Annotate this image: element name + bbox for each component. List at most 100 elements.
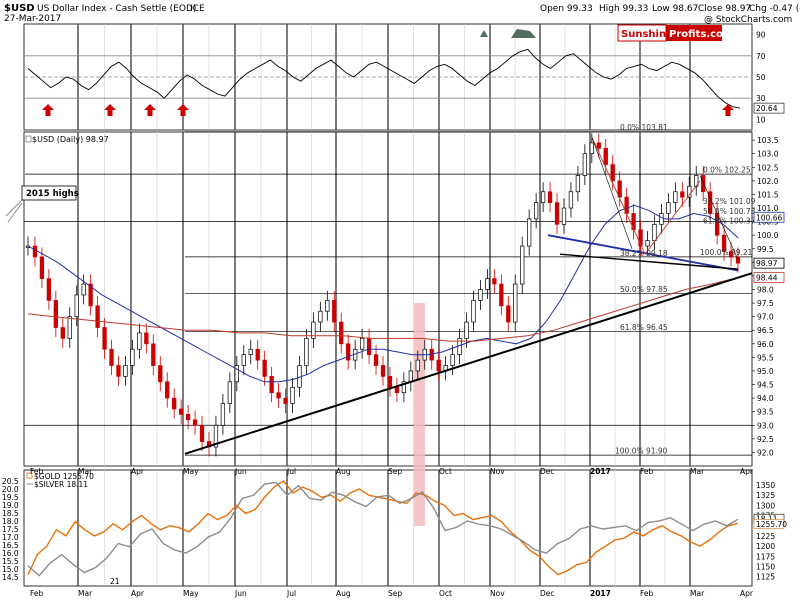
price-candle: [471, 300, 476, 323]
price-candle: [554, 202, 560, 225]
price-candle: [540, 191, 546, 203]
price-tick-label: 101.0: [757, 204, 779, 213]
rising-support-trendline: [184, 272, 753, 455]
fib-diagonal: [591, 137, 633, 249]
price-candle: [394, 386, 400, 394]
price-candle: [492, 278, 497, 285]
x-axis-label-top: Apr: [740, 467, 754, 476]
sunshine-profits-logo: Sunshine Profits.com: [617, 24, 733, 42]
price-tick-label: 94.5: [757, 381, 774, 390]
price-candle: [67, 316, 72, 339]
price-candle: [262, 359, 267, 377]
price-candle: [318, 310, 323, 323]
price-candle: [276, 392, 281, 399]
x-axis-label-bottom: Jul: [286, 589, 296, 598]
price-candle: [95, 305, 100, 328]
x-axis-label-top: Feb: [30, 467, 44, 476]
price-candle: [547, 191, 553, 203]
price-candle: [373, 354, 379, 366]
x-axis-label-bottom: Feb: [640, 589, 654, 598]
price-candle: [485, 278, 490, 290]
price-candle: [527, 218, 532, 247]
gold-tick-label: 1300: [756, 501, 775, 510]
price-candle: [74, 294, 79, 318]
price-candle: [596, 142, 601, 149]
price-candle: [638, 229, 643, 247]
price-candle: [213, 424, 219, 448]
price-candle: [234, 365, 239, 383]
rsi-tick-label: 30: [756, 94, 766, 103]
price-candle: [429, 348, 434, 361]
rsi-overbought-fill: [511, 29, 536, 38]
gold-tick-label: 1350: [756, 481, 775, 490]
gold-last-box: [753, 519, 785, 529]
x-axis-label-bottom: Mar: [78, 589, 93, 598]
price-candle: [109, 348, 114, 366]
price-candle: [88, 283, 93, 307]
red-up-arrow-icon: [722, 104, 734, 116]
silver-tick-label: 20.5: [2, 477, 19, 486]
x-axis-label-bottom: Sep: [388, 589, 402, 598]
silver-tick-label: 17.5: [2, 525, 19, 534]
price-candle: [325, 300, 330, 312]
price-candle: [199, 424, 205, 442]
price-candle: [102, 327, 107, 350]
price-candle: [499, 283, 504, 307]
price-candle: [346, 343, 351, 361]
price-candle: [401, 381, 407, 394]
copyright: @ StockCharts.com: [704, 15, 792, 25]
red-channel-line: [644, 180, 701, 255]
gold-tick-label: 1125: [756, 573, 775, 582]
silver-tick-label: 16.5: [2, 541, 19, 550]
change-value: Chg -0.47 (-0.47%): [749, 4, 800, 14]
price-candle: [241, 354, 246, 366]
price-tick-label: 99.5: [757, 245, 774, 254]
price-candle: [151, 343, 156, 366]
price-tick-label: 101.5: [757, 190, 779, 199]
gold-line: [27, 479, 739, 576]
price-tick-label: 92.5: [757, 435, 774, 444]
price-candle: [32, 245, 38, 258]
price-candle: [673, 191, 678, 203]
x-axis-label-bottom: 2017: [590, 589, 611, 598]
fib-label: 100.0% 91.90: [615, 447, 668, 456]
rsi-tick-label: 90: [756, 31, 766, 40]
price-tick-label: 97.0: [757, 313, 774, 322]
price-candle: [701, 175, 706, 193]
price-candle: [339, 321, 344, 345]
x-axis-label-top: Sep: [388, 467, 402, 476]
price-candle: [735, 256, 741, 264]
gold-tick-label: 1225: [756, 532, 775, 541]
price-tick-label: 100.0: [757, 231, 779, 240]
gold-tick-label: 1175: [756, 552, 775, 561]
price-candle: [269, 376, 274, 394]
fib-label: 50.0% 100.73: [703, 207, 756, 216]
rsi-last-value-box: [753, 102, 785, 114]
silver-tick-label: 18.0: [2, 517, 19, 526]
price-tick-label: 93.0: [757, 421, 774, 430]
price-candle: [387, 376, 393, 388]
black-trendline: [559, 253, 739, 270]
x-axis-label-bottom: May: [183, 589, 199, 598]
fib-label: 100.0% 99.21: [700, 248, 753, 257]
price-candle: [415, 359, 420, 372]
price-tick-label: 95.0: [757, 367, 774, 376]
price-candle: [478, 289, 483, 301]
price-candle: [53, 300, 58, 328]
price-candle: [60, 327, 65, 339]
fib-diagonal: [699, 175, 739, 260]
price-candle: [116, 365, 121, 377]
red-up-arrow-icon: [42, 104, 54, 116]
annotation-text: 2015 highs: [26, 189, 79, 199]
price-candle: [46, 278, 52, 301]
price-candle: [721, 234, 727, 252]
silver-tick-label: 14.5: [2, 573, 19, 582]
x-axis-label-bottom: Nov: [490, 589, 505, 598]
high-value: High 99.33: [599, 4, 648, 14]
price-candle: [130, 348, 135, 366]
silver-tick-label: 19.0: [2, 501, 19, 510]
price-tick-label: 96.0: [757, 340, 774, 349]
ma50-value-box: [753, 211, 785, 223]
